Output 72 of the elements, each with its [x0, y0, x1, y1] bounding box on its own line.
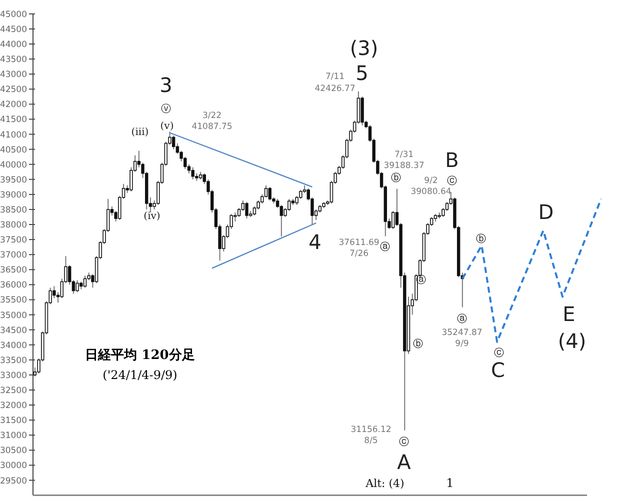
annotation: B — [445, 148, 459, 172]
annotation: 4 — [308, 230, 322, 254]
y-tick-label: 43000 — [0, 70, 27, 80]
y-tick-label: 39500 — [0, 175, 27, 186]
annotation: 37611.69 — [338, 238, 380, 248]
y-tick-label: 31000 — [0, 431, 27, 442]
y-tick-label: 32000 — [0, 401, 27, 412]
y-tick-label: 36500 — [0, 266, 27, 276]
annotation: 42426.77 — [314, 84, 356, 94]
annotation: ⓑ — [413, 338, 423, 350]
annotation: (iii) — [131, 127, 149, 138]
y-tick-label: 43500 — [0, 55, 27, 66]
annotation: A — [397, 450, 412, 474]
annotation: 39080.64 — [410, 187, 452, 197]
y-tick-label: 33000 — [0, 370, 27, 381]
annotation: 41087.75 — [192, 122, 232, 132]
annotation: 3 — [160, 73, 172, 97]
y-tick-label: 31500 — [0, 416, 27, 426]
y-tick-label: 32500 — [0, 386, 27, 396]
y-tick-label: 35000 — [0, 310, 27, 321]
y-tick-label: 34000 — [0, 340, 27, 351]
annotation: ⓥ — [161, 103, 171, 115]
annotation: D — [538, 200, 554, 224]
y-tick-label: 41000 — [0, 130, 27, 140]
y-tick-label: 35500 — [0, 296, 27, 306]
annotation: 9/2 — [424, 176, 438, 186]
annotation: 7/11 — [325, 72, 345, 82]
y-tick-label: 44000 — [0, 40, 27, 50]
annotation: 31156.12 — [350, 425, 392, 435]
annotation: ⓐ — [457, 313, 467, 325]
annotation: 1 — [446, 476, 454, 490]
annotation: ⓐ — [380, 241, 390, 253]
annotation: Alt: (4) — [364, 477, 404, 490]
annotation: 3/22 — [202, 111, 222, 121]
y-tick-label: 36000 — [0, 280, 27, 291]
annotation: ⓑ — [391, 172, 401, 184]
annotation: ⓑ — [476, 233, 486, 245]
y-tick-label: 39000 — [0, 190, 27, 200]
y-tick-label: 29500 — [0, 476, 27, 486]
y-tick-label: 42500 — [0, 85, 27, 96]
y-tick-label: 45000 — [0, 10, 27, 20]
annotation: 日経平均 120分足 — [85, 348, 195, 363]
y-tick-label: 41500 — [0, 115, 27, 126]
annotation: ⓒ — [494, 347, 504, 359]
annotation: ⓒ — [447, 175, 457, 187]
annotation: ('24/1/4-9/9) — [102, 368, 178, 382]
annotation: C — [491, 358, 505, 382]
y-tick-label: 38000 — [0, 220, 27, 231]
annotation: 9/9 — [455, 339, 469, 349]
annotation: 7/26 — [349, 249, 369, 259]
annotation: 35247.87 — [442, 328, 482, 338]
annotation: E — [562, 302, 576, 326]
y-tick-label: 30000 — [0, 461, 27, 472]
y-tick-label: 33500 — [0, 356, 27, 366]
y-tick-label: 44500 — [0, 24, 27, 35]
y-tick-label: 40000 — [0, 160, 27, 170]
annotation: 7/31 — [394, 150, 414, 160]
annotation: ⓒ — [399, 436, 409, 448]
annotation: (iv) — [144, 211, 160, 222]
annotation: 8/5 — [364, 436, 378, 446]
y-tick-label: 40500 — [0, 145, 27, 156]
annotation: (4) — [558, 329, 586, 353]
y-tick-label: 42000 — [0, 100, 27, 110]
annotation: 39188.37 — [384, 161, 424, 171]
y-tick-label: 38500 — [0, 205, 27, 216]
y-tick-label: 34500 — [0, 326, 27, 336]
y-tick-label: 37000 — [0, 250, 27, 261]
annotation: (v) — [160, 121, 174, 132]
annotation: 5 — [356, 61, 368, 85]
annotation: (3) — [350, 36, 378, 60]
y-tick-label: 30500 — [0, 446, 27, 456]
y-tick-label: 37500 — [0, 236, 27, 246]
